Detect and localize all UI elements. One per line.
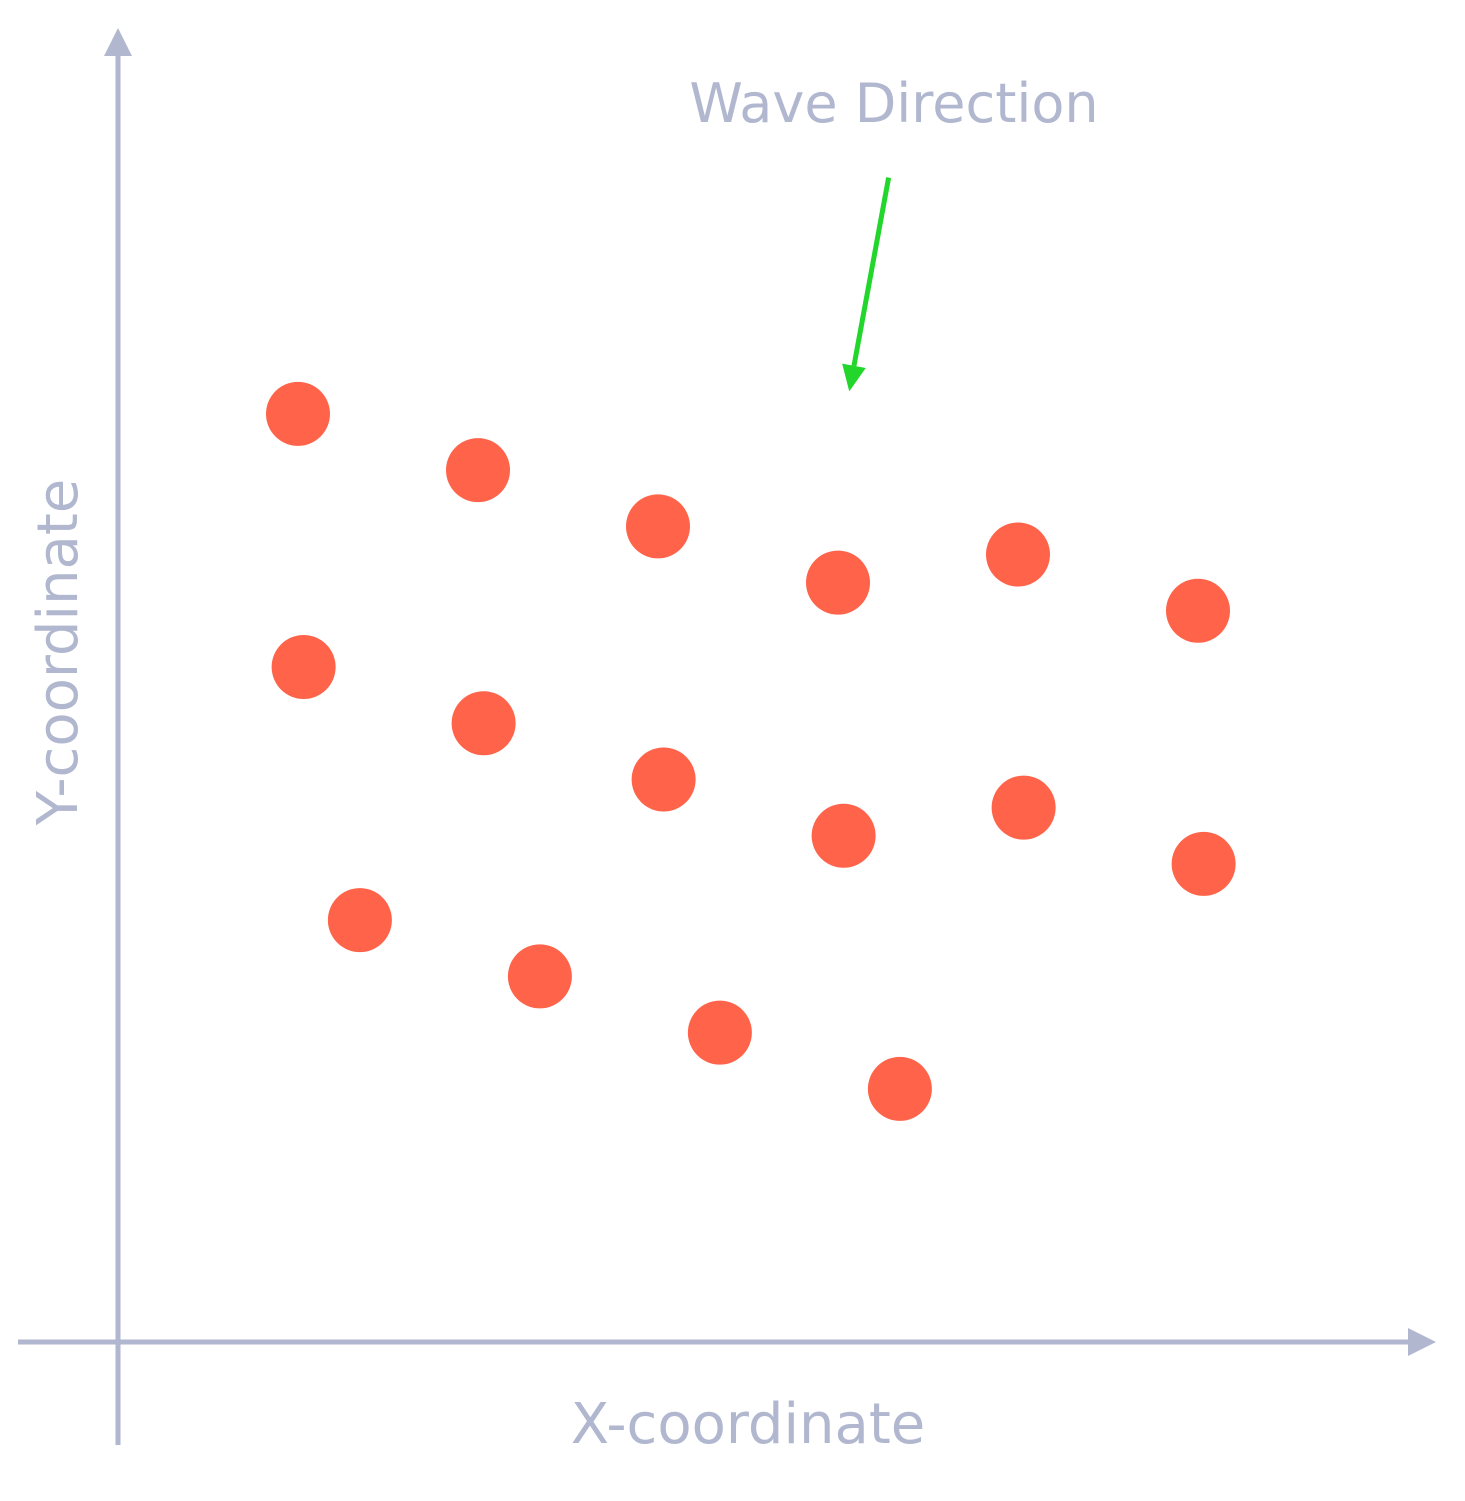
data-point-2 [446, 438, 510, 503]
data-point-15 [687, 1000, 752, 1065]
data-point-5 [986, 522, 1050, 587]
data-point-8 [451, 691, 516, 756]
data-points [266, 381, 1236, 1121]
data-point-12 [1171, 831, 1236, 896]
data-point-13 [327, 888, 392, 953]
axes [18, 28, 1436, 1445]
data-point-1 [266, 381, 330, 446]
x-axis-title: X-coordinate [571, 1392, 925, 1457]
annotation-group: Wave Direction [689, 72, 1099, 392]
data-point-16 [867, 1056, 932, 1121]
annotation-arrow-shaft [851, 177, 892, 367]
data-point-10 [811, 803, 876, 868]
annotation-arrow-head [842, 363, 866, 392]
y-axis-title: Y-coordinate [26, 479, 91, 826]
data-point-14 [507, 944, 572, 1009]
y-axis-arrowhead [104, 28, 132, 56]
data-point-6 [1166, 578, 1230, 643]
data-point-7 [271, 635, 336, 699]
data-point-3 [626, 494, 690, 559]
data-point-4 [806, 550, 870, 615]
data-point-9 [631, 747, 696, 812]
annotation-wave-direction: Wave Direction [689, 72, 1098, 135]
data-point-11 [991, 775, 1056, 840]
x-axis-arrowhead [1408, 1328, 1436, 1356]
